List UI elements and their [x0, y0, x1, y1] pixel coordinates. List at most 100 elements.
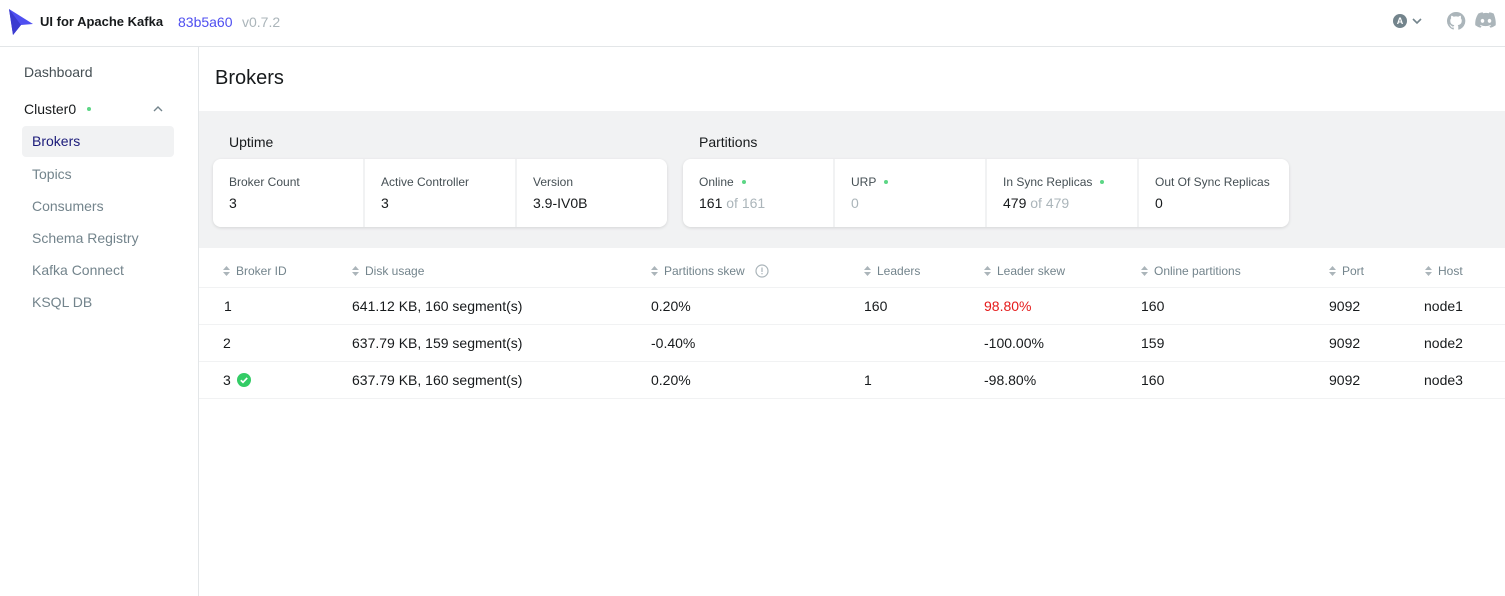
sort-icon	[1425, 266, 1432, 276]
card-value: 161	[699, 195, 723, 211]
urp-card: URP 0	[835, 159, 985, 227]
col-broker-id[interactable]: Broker ID	[223, 264, 287, 278]
card-total: of 161	[726, 195, 766, 211]
metrics-panel: Uptime Broker Count 3 Active Controller …	[199, 111, 1505, 248]
column-label: Partitions skew	[664, 264, 745, 278]
sort-icon	[223, 266, 230, 276]
card-value: 0	[851, 195, 859, 211]
broker-id-cell[interactable]: 2	[223, 335, 231, 351]
disk-usage-cell: 637.79 KB, 160 segment(s)	[352, 372, 523, 388]
sort-icon	[984, 266, 991, 276]
chevron-down-icon[interactable]	[1410, 14, 1424, 28]
card-label: Broker Count	[229, 175, 300, 189]
card-label: Active Controller	[381, 175, 470, 189]
port-cell: 9092	[1329, 298, 1361, 314]
card-label: Out Of Sync Replicas	[1155, 175, 1270, 189]
card-label: In Sync Replicas	[1003, 175, 1093, 189]
broker-id-cell[interactable]: 1	[224, 298, 232, 314]
uptime-label: Uptime	[229, 134, 274, 150]
column-label: Disk usage	[365, 264, 425, 278]
sidebar-item-kafka-connect[interactable]: Kafka Connect	[32, 262, 124, 278]
card-label: Online	[699, 175, 734, 189]
sidebar-item-ksql-db[interactable]: KSQL DB	[32, 294, 93, 310]
status-dot	[884, 180, 889, 184]
sidebar-item-dashboard[interactable]: Dashboard	[24, 64, 93, 80]
app-title[interactable]: UI for Apache Kafka	[40, 14, 164, 29]
user-avatar[interactable]: A	[1393, 14, 1407, 28]
table-row[interactable]: 1 641.12 KB, 160 segment(s) 0.20% 160 98…	[199, 288, 1505, 325]
col-disk-usage[interactable]: Disk usage	[352, 264, 424, 278]
commit-link[interactable]: 83b5a60	[178, 14, 233, 30]
status-dot	[1100, 180, 1105, 184]
leader-skew-cell: -98.80%	[984, 372, 1037, 388]
disk-usage-cell: 641.12 KB, 160 segment(s)	[352, 298, 523, 314]
partitions-label: Partitions	[699, 134, 758, 150]
broker-count-card: Broker Count 3	[213, 159, 363, 227]
leader-skew-cell: -100.00%	[984, 335, 1044, 351]
card-value: 0	[1155, 195, 1163, 211]
info-icon[interactable]	[755, 264, 769, 278]
column-label: Host	[1438, 264, 1463, 278]
broker-id: 3	[223, 372, 231, 388]
table-row[interactable]: 3 637.79 KB, 160 segment(s) 0.20% 1 -98.…	[199, 362, 1505, 399]
card-label: Version	[533, 175, 574, 189]
col-partitions-skew[interactable]: Partitions skew	[651, 264, 769, 278]
chevron-up-icon[interactable]	[152, 103, 164, 115]
partitions-skew-cell: 0.20%	[651, 298, 691, 314]
host-cell: node1	[1424, 298, 1463, 314]
host-cell: node2	[1424, 335, 1463, 351]
host-cell: node3	[1424, 372, 1463, 388]
sidebar-item-consumers[interactable]: Consumers	[32, 198, 104, 214]
active-controller-card: Active Controller 3	[365, 159, 515, 227]
sort-icon	[1141, 266, 1148, 276]
card-total: of 479	[1030, 195, 1070, 211]
table-header: Broker ID Disk usage Partitions skew Lea…	[199, 255, 1505, 288]
cluster-toggle[interactable]: Cluster0	[24, 101, 174, 119]
column-label: Broker ID	[236, 264, 287, 278]
col-leaders[interactable]: Leaders	[864, 264, 920, 278]
port-cell: 9092	[1329, 372, 1361, 388]
online-card: Online 161 of 161	[683, 159, 833, 227]
card-value: 3	[229, 195, 237, 211]
version-label: v0.7.2	[242, 14, 281, 30]
col-port[interactable]: Port	[1329, 264, 1364, 278]
brokers-table: Broker ID Disk usage Partitions skew Lea…	[199, 255, 1505, 399]
sidebar-item-topics[interactable]: Topics	[32, 166, 72, 182]
col-online-partitions[interactable]: Online partitions	[1141, 264, 1241, 278]
logo-icon[interactable]	[8, 8, 34, 36]
leader-skew-cell: 98.80%	[984, 298, 1032, 314]
col-leader-skew[interactable]: Leader skew	[984, 264, 1065, 278]
sidebar-item-schema-registry[interactable]: Schema Registry	[32, 230, 139, 246]
col-host[interactable]: Host	[1425, 264, 1463, 278]
online-partitions-cell: 160	[1141, 298, 1165, 314]
disk-usage-cell: 637.79 KB, 159 segment(s)	[352, 335, 523, 351]
sort-icon	[864, 266, 871, 276]
in-sync-card: In Sync Replicas 479 of 479	[987, 159, 1137, 227]
column-label: Leaders	[877, 264, 921, 278]
github-icon[interactable]	[1446, 11, 1466, 31]
cluster-status-dot	[87, 107, 91, 111]
cluster-name: Cluster0	[24, 101, 77, 117]
page-title: Brokers	[215, 67, 284, 89]
status-dot	[741, 180, 746, 184]
broker-id-cell[interactable]: 3	[223, 372, 251, 388]
column-label: Port	[1342, 264, 1365, 278]
partitions-cards: Online 161 of 161 URP 0 In Sync Replicas…	[683, 159, 1289, 227]
column-label: Online partitions	[1154, 264, 1241, 278]
uptime-cards: Broker Count 3 Active Controller 3 Versi…	[213, 159, 667, 227]
top-header: UI for Apache Kafka 83b5a60 v0.7.2 A	[0, 0, 1505, 47]
leaders-cell: 1	[864, 372, 872, 388]
leaders-cell: 160	[864, 298, 888, 314]
sort-icon	[352, 266, 359, 276]
discord-icon[interactable]	[1475, 12, 1497, 30]
partitions-skew-cell: -0.40%	[651, 335, 696, 351]
out-of-sync-card: Out Of Sync Replicas 0	[1139, 159, 1289, 227]
sort-icon	[651, 266, 658, 276]
sidebar: Dashboard Cluster0 Brokers Topics Consum…	[0, 47, 199, 596]
online-partitions-cell: 160	[1141, 372, 1165, 388]
version-card: Version 3.9-IV0B	[517, 159, 667, 227]
table-row[interactable]: 2 637.79 KB, 159 segment(s) -0.40% -100.…	[199, 325, 1505, 362]
sidebar-item-brokers[interactable]: Brokers	[22, 126, 174, 157]
online-partitions-cell: 159	[1141, 335, 1165, 351]
card-value: 3	[381, 195, 389, 211]
